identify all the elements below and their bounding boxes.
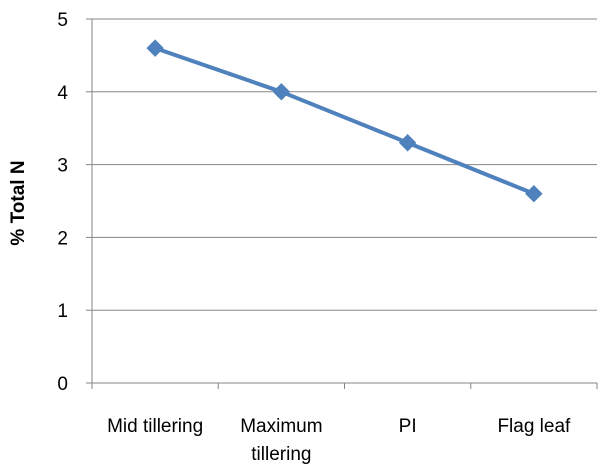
x-tick-labels: Mid tillering Maximum tillering PI Flag leaf (107, 416, 571, 465)
x-tick-label: Flag leaf (497, 416, 571, 437)
y-tick-label: 4 (57, 83, 68, 104)
axes (86, 18, 598, 389)
data-point-marker (525, 185, 543, 203)
y-tick-label: 1 (57, 301, 68, 322)
y-tick-label: 5 (57, 10, 68, 31)
y-tick-label: 0 (57, 374, 68, 395)
x-tick-label: PI (399, 416, 417, 437)
y-tick-label: 3 (57, 156, 68, 177)
y-axis-title: % Total N (8, 160, 29, 245)
y-tick-label: 2 (57, 228, 68, 249)
series-group (146, 39, 543, 203)
data-point-marker (398, 134, 417, 152)
gridlines (92, 18, 597, 311)
y-tick-labels: 0 1 2 3 4 5 (57, 10, 68, 395)
series-line (153, 46, 536, 196)
data-point-marker (272, 83, 291, 101)
x-tick-label: Mid tillering (107, 416, 203, 437)
x-tick-label: Maximum tillering (240, 416, 322, 465)
data-point-marker (146, 39, 164, 57)
